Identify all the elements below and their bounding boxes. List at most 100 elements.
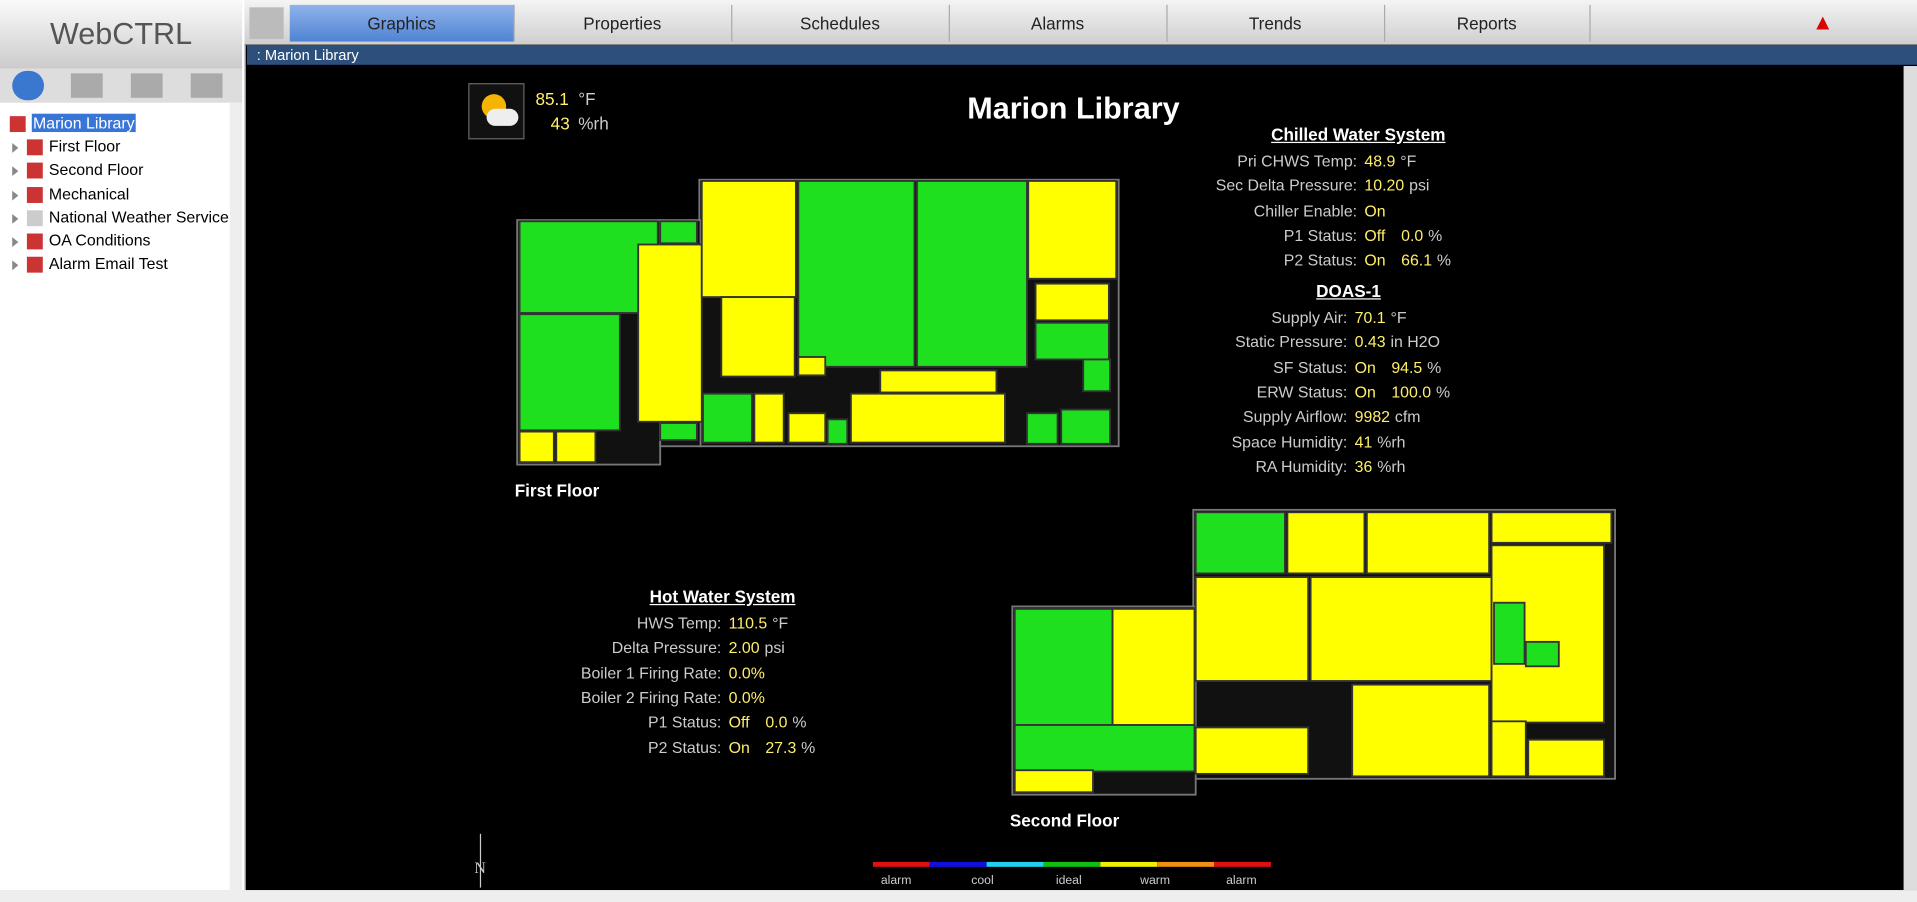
- legend-label: ideal: [1055, 874, 1082, 888]
- room: [1060, 408, 1112, 445]
- floor-label[interactable]: First Floor: [514, 480, 600, 501]
- point-value[interactable]: 2.00: [728, 638, 760, 657]
- nav-tab[interactable]: Graphics: [289, 4, 515, 42]
- point-value[interactable]: On: [1354, 357, 1376, 377]
- point-value[interactable]: Off: [1364, 226, 1386, 245]
- nav-tab[interactable]: Alarms: [949, 4, 1168, 42]
- legend-swatch: [1157, 861, 1215, 867]
- config-tab[interactable]: [190, 73, 223, 98]
- room: [659, 422, 698, 442]
- point-value[interactable]: 0.0: [765, 713, 788, 732]
- geo-tab[interactable]: [12, 70, 45, 101]
- room: [1026, 412, 1059, 445]
- room: [1194, 576, 1310, 682]
- left-panel: WebCTRL Marion Library First Floor Second …: [0, 0, 246, 902]
- point-label: P1 Status:: [1283, 226, 1358, 245]
- room: [1027, 180, 1118, 280]
- point-value[interactable]: 9982: [1354, 407, 1391, 426]
- room: [1194, 726, 1310, 775]
- point-value[interactable]: On: [1364, 250, 1386, 270]
- tree-item[interactable]: Second Floor: [48, 160, 144, 179]
- north-arrow: N: [474, 858, 486, 877]
- point-unit: %: [1427, 357, 1442, 377]
- room: [787, 412, 827, 444]
- back-button[interactable]: [249, 7, 284, 40]
- room: [1013, 607, 1114, 726]
- tree-item[interactable]: National Weather Service: [48, 207, 229, 226]
- point-value[interactable]: 0.0: [1401, 226, 1424, 245]
- point-value[interactable]: 27.3: [765, 737, 797, 757]
- point-value[interactable]: On: [728, 737, 750, 757]
- legend-label: alarm: [880, 874, 912, 888]
- toolbar-icons: ▲: [1811, 9, 1834, 35]
- legend-swatch: [929, 861, 987, 867]
- point-label: Sec Delta Pressure:: [1215, 176, 1358, 195]
- point-value[interactable]: 110.5: [728, 613, 768, 633]
- nav-tab[interactable]: Trends: [1166, 4, 1386, 42]
- room: [720, 296, 796, 378]
- point-unit: %rh: [1377, 432, 1406, 451]
- room: [797, 356, 827, 377]
- point-unit: psi: [1409, 176, 1430, 195]
- point-label: HWS Temp:: [636, 613, 722, 633]
- point-value[interactable]: 70.1: [1354, 308, 1386, 327]
- point-value[interactable]: 48.9: [1364, 151, 1396, 170]
- room: [1527, 738, 1605, 778]
- tree-expander[interactable]: [12, 166, 19, 177]
- tree-expander[interactable]: [12, 260, 19, 271]
- point-value[interactable]: 94.5: [1391, 357, 1423, 377]
- room: [1365, 511, 1491, 575]
- room: [826, 418, 849, 445]
- room: [637, 243, 703, 423]
- point-label: P1 Status:: [647, 713, 722, 732]
- room: [1034, 321, 1110, 361]
- point-label: SF Status:: [1273, 357, 1348, 377]
- point-label: Supply Air:: [1271, 308, 1348, 327]
- nav-tab[interactable]: Properties: [513, 4, 733, 42]
- room: [797, 180, 916, 368]
- room: [1034, 282, 1110, 322]
- point-value[interactable]: On: [1354, 382, 1376, 401]
- point-value[interactable]: 0.43: [1354, 332, 1386, 352]
- point-unit: °F: [1390, 308, 1407, 327]
- floor-label[interactable]: Second Floor: [1009, 810, 1120, 831]
- tree-icon: [26, 139, 43, 156]
- point-value[interactable]: 66.1: [1401, 250, 1433, 270]
- legend-label: warm: [1140, 874, 1171, 888]
- point-value[interactable]: On: [1364, 201, 1386, 220]
- tree-icon: [26, 163, 43, 179]
- point-label: Supply Airflow:: [1243, 407, 1348, 426]
- point-value[interactable]: 36: [1354, 457, 1373, 476]
- tree-expander[interactable]: [12, 213, 19, 224]
- point-value[interactable]: 0.0%: [728, 688, 765, 707]
- breadcrumb[interactable]: : Marion Library: [246, 45, 1917, 65]
- tree-item[interactable]: First Floor: [48, 137, 121, 156]
- tree-expander[interactable]: [12, 237, 19, 247]
- tree-expander[interactable]: [12, 190, 19, 201]
- point-value[interactable]: Off: [728, 713, 750, 732]
- scrollbar[interactable]: [1903, 66, 1917, 891]
- point-value[interactable]: 10.20: [1364, 176, 1405, 195]
- nav-tab[interactable]: Reports: [1384, 4, 1591, 42]
- room: [753, 392, 785, 444]
- point-value[interactable]: 100.0: [1391, 382, 1432, 401]
- nav-tab[interactable]: Schedules: [731, 4, 950, 42]
- legend-swatch: [1214, 861, 1271, 867]
- tree-item[interactable]: OA Conditions: [48, 231, 151, 250]
- tree-item[interactable]: Mechanical: [48, 184, 130, 203]
- scrollbar[interactable]: [229, 102, 243, 891]
- network-tab[interactable]: [70, 73, 103, 98]
- room: [702, 392, 753, 444]
- point-value[interactable]: 0.0%: [728, 663, 765, 682]
- outdoor-temp: 85.1: [535, 89, 569, 109]
- point-value[interactable]: 41: [1354, 432, 1373, 451]
- schedule-tab[interactable]: [130, 73, 163, 98]
- tree-item[interactable]: Alarm Email Test: [48, 254, 168, 273]
- legend-swatch: [1100, 861, 1158, 867]
- point-label: P2 Status:: [647, 737, 722, 757]
- tree-expander[interactable]: [12, 143, 19, 154]
- h-scrollbar[interactable]: [0, 890, 1917, 902]
- toolbar: ▲ Graphics Properties Schedules Alarms Trend…: [244, 0, 1917, 46]
- room: [518, 430, 555, 464]
- tree-item[interactable]: Marion Library: [31, 113, 136, 133]
